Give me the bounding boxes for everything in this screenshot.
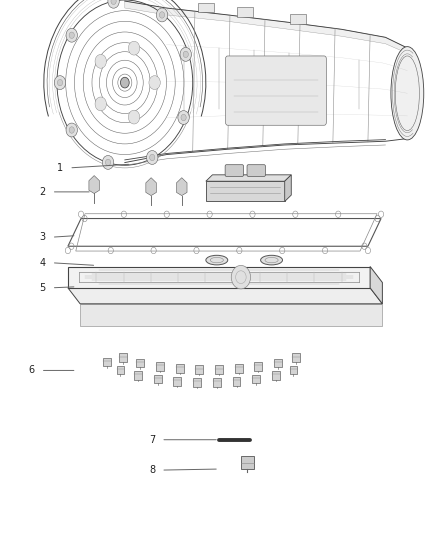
Ellipse shape [391, 47, 424, 140]
Polygon shape [285, 175, 291, 201]
Bar [103, 358, 111, 366]
Bar [292, 353, 300, 362]
Circle shape [231, 265, 251, 289]
Bar [272, 371, 280, 379]
Polygon shape [177, 177, 187, 196]
Polygon shape [206, 181, 285, 201]
Bar [254, 362, 262, 370]
Bar [233, 377, 240, 385]
Circle shape [69, 127, 74, 133]
Circle shape [66, 123, 78, 137]
Circle shape [180, 47, 191, 61]
Bar [195, 365, 203, 374]
Text: 1: 1 [57, 163, 63, 173]
Text: 4: 4 [39, 258, 46, 268]
Bar [136, 359, 144, 367]
Bar [176, 364, 184, 373]
Bar [134, 371, 142, 379]
Bar [193, 378, 201, 386]
Text: 3: 3 [39, 232, 46, 242]
Polygon shape [80, 304, 382, 326]
Text: 8: 8 [149, 465, 155, 475]
Bar [290, 14, 306, 23]
Circle shape [108, 0, 119, 8]
Ellipse shape [206, 255, 228, 265]
Circle shape [69, 32, 74, 38]
Circle shape [95, 97, 106, 111]
Circle shape [102, 156, 114, 169]
Polygon shape [68, 288, 382, 304]
Circle shape [149, 76, 160, 90]
Text: 5: 5 [39, 283, 46, 293]
Circle shape [111, 0, 116, 4]
Circle shape [150, 154, 155, 160]
Bar [117, 366, 124, 374]
Bar [237, 7, 253, 17]
Circle shape [181, 115, 186, 121]
Polygon shape [206, 175, 291, 181]
Bar [235, 364, 243, 373]
Bar [156, 362, 164, 370]
Polygon shape [68, 266, 370, 288]
Bar [290, 366, 297, 374]
Bar [241, 456, 254, 470]
Polygon shape [146, 177, 156, 196]
Circle shape [95, 54, 106, 68]
Circle shape [156, 8, 168, 22]
Bar [215, 365, 223, 374]
Bar [198, 3, 214, 12]
Polygon shape [89, 175, 99, 193]
Bar [173, 377, 181, 385]
Text: 6: 6 [28, 366, 35, 375]
Ellipse shape [261, 255, 283, 265]
FancyBboxPatch shape [225, 165, 244, 176]
Circle shape [183, 51, 188, 58]
Bar [274, 359, 282, 367]
Bar [213, 378, 221, 386]
FancyBboxPatch shape [247, 165, 265, 176]
Polygon shape [125, 1, 407, 53]
Circle shape [128, 110, 140, 124]
Circle shape [178, 111, 189, 125]
Circle shape [54, 76, 66, 90]
Circle shape [120, 77, 129, 88]
Circle shape [128, 41, 140, 55]
Circle shape [66, 28, 78, 42]
Circle shape [147, 150, 158, 164]
Bar [154, 375, 162, 383]
FancyBboxPatch shape [226, 56, 326, 125]
Circle shape [106, 159, 111, 166]
Text: 7: 7 [149, 435, 155, 445]
Polygon shape [370, 266, 382, 304]
Text: 2: 2 [39, 187, 46, 197]
Circle shape [57, 79, 63, 86]
Bar [252, 375, 260, 383]
Circle shape [159, 12, 165, 18]
Bar [119, 353, 127, 362]
